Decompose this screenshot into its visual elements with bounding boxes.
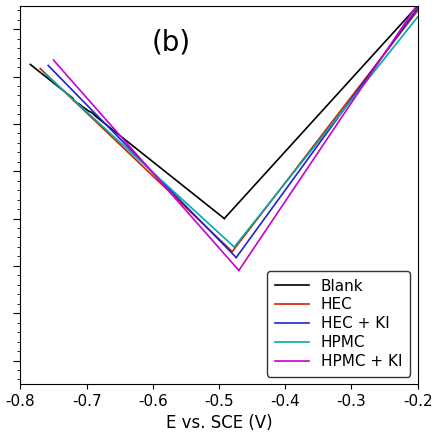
HPMC [95,119,100,124]
HPMC + KI [214,243,219,248]
HEC + KI [211,232,216,237]
Line: HPMC + KI: HPMC + KI [53,60,239,270]
HEC [90,116,95,121]
HPMC + KI [163,184,168,190]
HPMC + KI [102,116,108,121]
HEC + KI [172,192,177,198]
Legend: Blank, HEC, HEC + KI, HPMC, HPMC + KI: Blank, HEC, HEC + KI, HPMC, HPMC + KI [267,271,410,377]
HPMC [232,244,237,250]
Blank [81,105,87,110]
Line: HEC: HEC [40,69,232,251]
HEC [167,189,172,194]
Blank [28,62,33,67]
Blank [145,155,150,160]
HPMC [209,223,214,229]
HEC [206,227,212,232]
HEC [230,249,235,254]
HEC [38,66,43,71]
HEC [154,177,159,182]
HPMC [42,71,47,76]
Blank [222,216,227,221]
HEC + KI [46,63,51,68]
Blank [198,198,204,203]
HPMC + KI [102,115,107,120]
HEC + KI [97,115,102,120]
HPMC [157,176,162,181]
HEC + KI [233,255,239,260]
X-axis label: E vs. SCE (V): E vs. SCE (V) [166,414,272,432]
HPMC [94,118,99,124]
Line: HPMC: HPMC [45,74,234,247]
Blank [81,105,86,110]
HEC + KI [115,134,120,139]
HPMC + KI [176,199,181,205]
HPMC + KI [236,268,241,273]
HEC [91,117,96,122]
HPMC + KI [120,135,125,141]
HPMC [170,188,175,193]
Blank [159,166,164,171]
HEC + KI [98,116,103,121]
HEC [109,134,114,139]
Blank [99,119,105,124]
HPMC + KI [51,57,56,63]
HPMC [113,135,118,141]
HEC + KI [159,179,164,184]
Text: (b): (b) [152,28,191,56]
Line: Blank: Blank [30,64,224,219]
Line: HEC + KI: HEC + KI [48,65,236,258]
